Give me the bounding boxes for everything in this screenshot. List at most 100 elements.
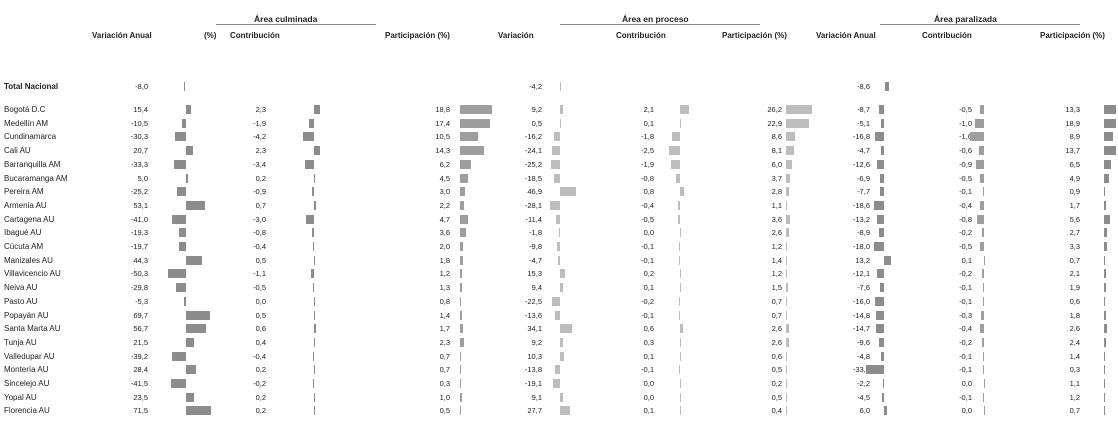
proceso-contribucion-value: 0,6 <box>643 324 654 334</box>
paralizada-contribucion-bar <box>983 351 984 361</box>
proceso-contribucion-bar <box>680 351 681 361</box>
culminada-contribucion-bar <box>312 351 314 361</box>
culminada-participacion-bar <box>460 283 463 293</box>
paralizada-participacion-value: 13,7 <box>1065 146 1080 156</box>
proceso-participacion-value: 0,7 <box>771 296 782 306</box>
culminada-variacion-value: -39,2 <box>130 351 148 361</box>
paralizada-variacion-value: 13,2 <box>855 255 870 265</box>
paralizada-contribucion-value: -0,1 <box>959 283 972 293</box>
proceso-variacion-value: 9,1 <box>531 392 542 402</box>
culminada-variacion-value: 15,4 <box>133 105 148 114</box>
proceso-variacion-value: -25,2 <box>524 159 542 169</box>
proceso-variacion-bar <box>560 187 577 197</box>
proceso-contribucion-bar <box>680 105 690 114</box>
proceso-variacion-value: -18,5 <box>524 173 542 183</box>
culminada-variacion-value: 69,7 <box>133 310 148 320</box>
paralizada-participacion-bar <box>1104 173 1109 183</box>
paralizada-contribucion-bar <box>978 146 984 156</box>
culminada-participacion-value: 3,0 <box>439 187 450 197</box>
culminada-contribucion-value: -1,1 <box>253 269 266 279</box>
culminada-contribucion-bar <box>311 269 314 279</box>
culminada-variacion-value: -41,5 <box>130 379 148 388</box>
culminada-participacion-bar <box>460 351 462 361</box>
culminada-participacion-value: 0,7 <box>439 365 450 375</box>
culminada-participacion-value: 2,3 <box>439 337 450 347</box>
paralizada-variacion-value: -8,7 <box>857 105 870 114</box>
proceso-variacion-bar <box>560 406 570 416</box>
paralizada-contribucion-value: -0,2 <box>959 228 972 238</box>
paralizada-variacion-bar <box>880 173 884 183</box>
paralizada-variacion-bar <box>875 310 884 320</box>
proceso-variacion-bar <box>556 242 560 251</box>
paralizada-participacion-value: 2,1 <box>1069 269 1080 279</box>
proceso-participacion-value: 8,6 <box>771 132 782 142</box>
proceso-variacion-bar <box>560 118 561 128</box>
paralizada-participacion-bar <box>1104 228 1107 238</box>
row-label: Tunja AU <box>4 337 37 347</box>
proceso-participacion-bar <box>786 159 792 169</box>
paralizada-participacion-bar <box>1104 105 1116 114</box>
paralizada-contribucion-bar <box>984 379 985 388</box>
culminada-participacion-bar <box>460 365 462 375</box>
culminada-participacion-value: 1,7 <box>439 324 450 334</box>
paralizada-variacion-value: -12,6 <box>852 159 870 169</box>
culminada-variacion-value: 56,7 <box>133 324 148 334</box>
col-header-variacion-anual: Variación Anual <box>816 31 876 40</box>
col-header-contribucion: Contribución <box>230 31 280 40</box>
proceso-contribucion-value: -0,1 <box>641 365 654 375</box>
row-label: Santa Marta AU <box>4 324 61 334</box>
paralizada-participacion-bar <box>1104 200 1106 210</box>
culminada-variacion-bar <box>175 283 186 293</box>
paralizada-variacion-bar <box>881 351 884 361</box>
proceso-variacion-bar <box>553 173 560 183</box>
proceso-variacion-bar <box>558 255 560 265</box>
culminada-participacion-value: 6,2 <box>439 159 450 169</box>
proceso-contribucion-bar <box>679 310 680 320</box>
culminada-contribucion-bar <box>314 200 316 210</box>
proceso-contribucion-bar <box>679 242 680 251</box>
row-label: Manizales AU <box>4 255 53 265</box>
culminada-variacion-bar <box>179 228 186 238</box>
paralizada-contribucion-value: -0,1 <box>959 351 972 361</box>
culminada-contribucion-value: 0,2 <box>255 365 266 375</box>
proceso-contribucion-bar <box>671 159 680 169</box>
paralizada-participacion-bar <box>1104 392 1106 402</box>
culminada-variacion-value: -5,3 <box>135 296 148 306</box>
paralizada-participacion-value: 4,9 <box>1069 173 1080 183</box>
culminada-contribucion-value: 0,4 <box>255 337 266 347</box>
culminada-variacion-value: -41,0 <box>130 214 148 224</box>
culminada-contribucion-value: 0,2 <box>255 406 266 416</box>
culminada-participacion-value: 0,5 <box>439 406 450 416</box>
paralizada-contribucion-value: -0,1 <box>959 392 972 402</box>
proceso-contribucion-bar <box>680 187 684 197</box>
culminada-variacion-bar <box>186 365 196 375</box>
row-label: Armenia AU <box>4 200 47 210</box>
culminada-contribucion-bar <box>309 118 314 128</box>
paralizada-participacion-value: 1,7 <box>1069 200 1080 210</box>
paralizada-contribucion-bar <box>983 365 984 375</box>
row-label: Popayán AU <box>4 310 49 320</box>
paralizada-variacion-value: -12,1 <box>852 269 870 279</box>
proceso-contribucion-value: -0,4 <box>641 200 654 210</box>
culminada-participacion-value: 0,3 <box>439 379 450 388</box>
culminada-variacion-bar <box>186 173 188 183</box>
culminada-contribucion-value: 0,6 <box>255 324 266 334</box>
culminada-variacion-value: 28,4 <box>133 365 148 375</box>
culminada-participacion-value: 0,8 <box>439 296 450 306</box>
proceso-variacion-bar <box>555 310 560 320</box>
proceso-participacion-bar <box>786 337 789 347</box>
row-label: Bucaramanga AM <box>4 173 68 183</box>
paralizada-participacion-value: 0,7 <box>1069 406 1080 416</box>
proceso-participacion-bar <box>786 379 787 388</box>
total-paralizada-value: -8,6 <box>857 82 870 91</box>
proceso-contribucion-bar <box>680 228 681 238</box>
culminada-participacion-bar <box>460 159 471 169</box>
paralizada-participacion-value: 5,6 <box>1069 214 1080 224</box>
culminada-contribucion-value: 0,2 <box>255 173 266 183</box>
paralizada-participacion-bar <box>1104 365 1105 375</box>
proceso-contribucion-value: -0,8 <box>641 173 654 183</box>
culminada-contribucion-value: 2,3 <box>255 146 266 156</box>
paralizada-variacion-value: -4,5 <box>857 392 870 402</box>
paralizada-contribucion-value: -0,2 <box>959 337 972 347</box>
paralizada-variacion-value: -9,6 <box>857 337 870 347</box>
